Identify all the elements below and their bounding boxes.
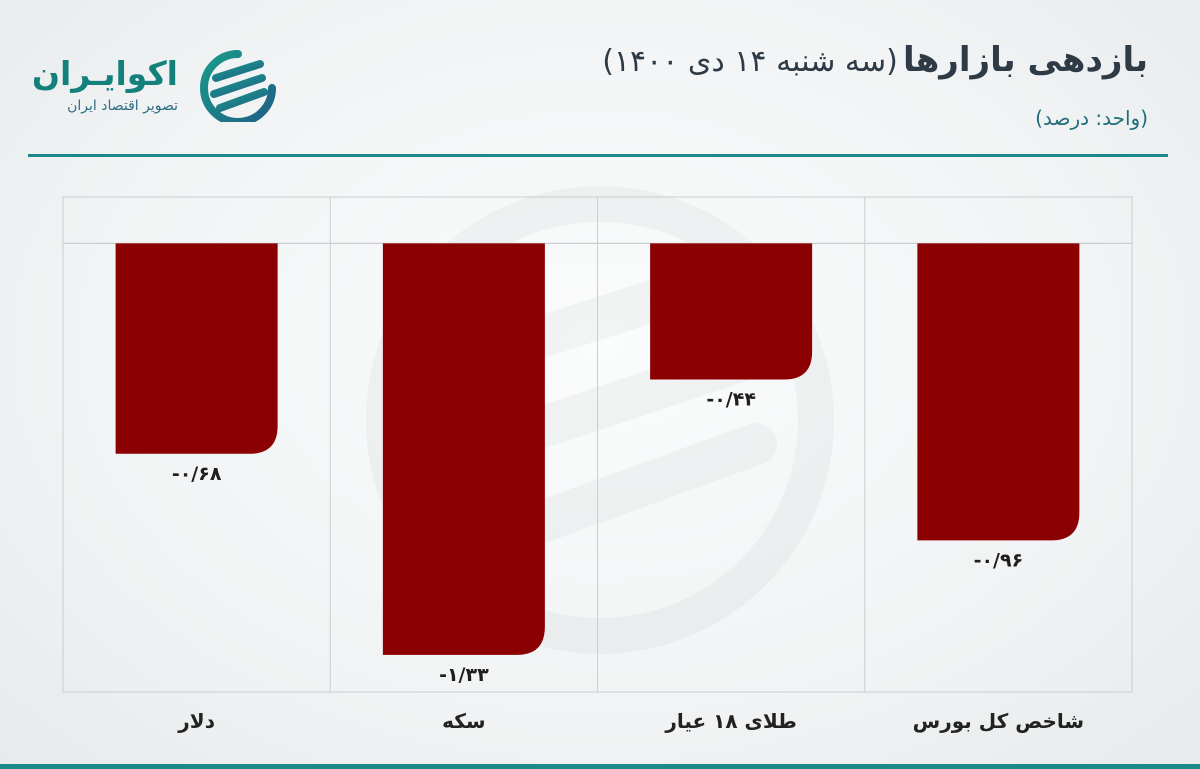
data-label: -۰/۴۴ bbox=[706, 389, 756, 411]
logo-mark-icon bbox=[200, 50, 276, 122]
header: اکوایـران تصویر اقتصاد ایران بازدهی بازا… bbox=[0, 0, 1200, 160]
footer-divider bbox=[0, 764, 1200, 769]
header-divider bbox=[28, 154, 1168, 157]
data-label: -۱/۳۳ bbox=[439, 664, 489, 686]
chart-title: بازدهی بازارها bbox=[902, 40, 1148, 80]
bar bbox=[115, 243, 278, 454]
page-title: بازدهی بازارها (سه شنبه ۱۴ دی ۱۴۰۰) bbox=[602, 40, 1148, 80]
data-label: -۰/۹۶ bbox=[974, 549, 1024, 571]
unit-label: (واحد: درصد) bbox=[1035, 106, 1148, 130]
bar bbox=[650, 243, 813, 380]
category-label: طلای ۱۸ عیار bbox=[664, 709, 797, 733]
category-label: شاخص کل بورس bbox=[913, 709, 1084, 733]
brand-name: اکوایـران bbox=[31, 54, 178, 93]
brand-tagline: تصویر اقتصاد ایران bbox=[67, 98, 178, 114]
chart-date: (سه شنبه ۱۴ دی ۱۴۰۰) bbox=[602, 44, 898, 79]
brand-logo: اکوایـران تصویر اقتصاد ایران bbox=[28, 40, 278, 130]
data-label: -۰/۶۸ bbox=[172, 463, 222, 485]
category-label: سکه bbox=[442, 709, 485, 733]
bar bbox=[917, 243, 1080, 541]
category-label: دلار bbox=[177, 709, 215, 733]
bar bbox=[382, 243, 545, 655]
